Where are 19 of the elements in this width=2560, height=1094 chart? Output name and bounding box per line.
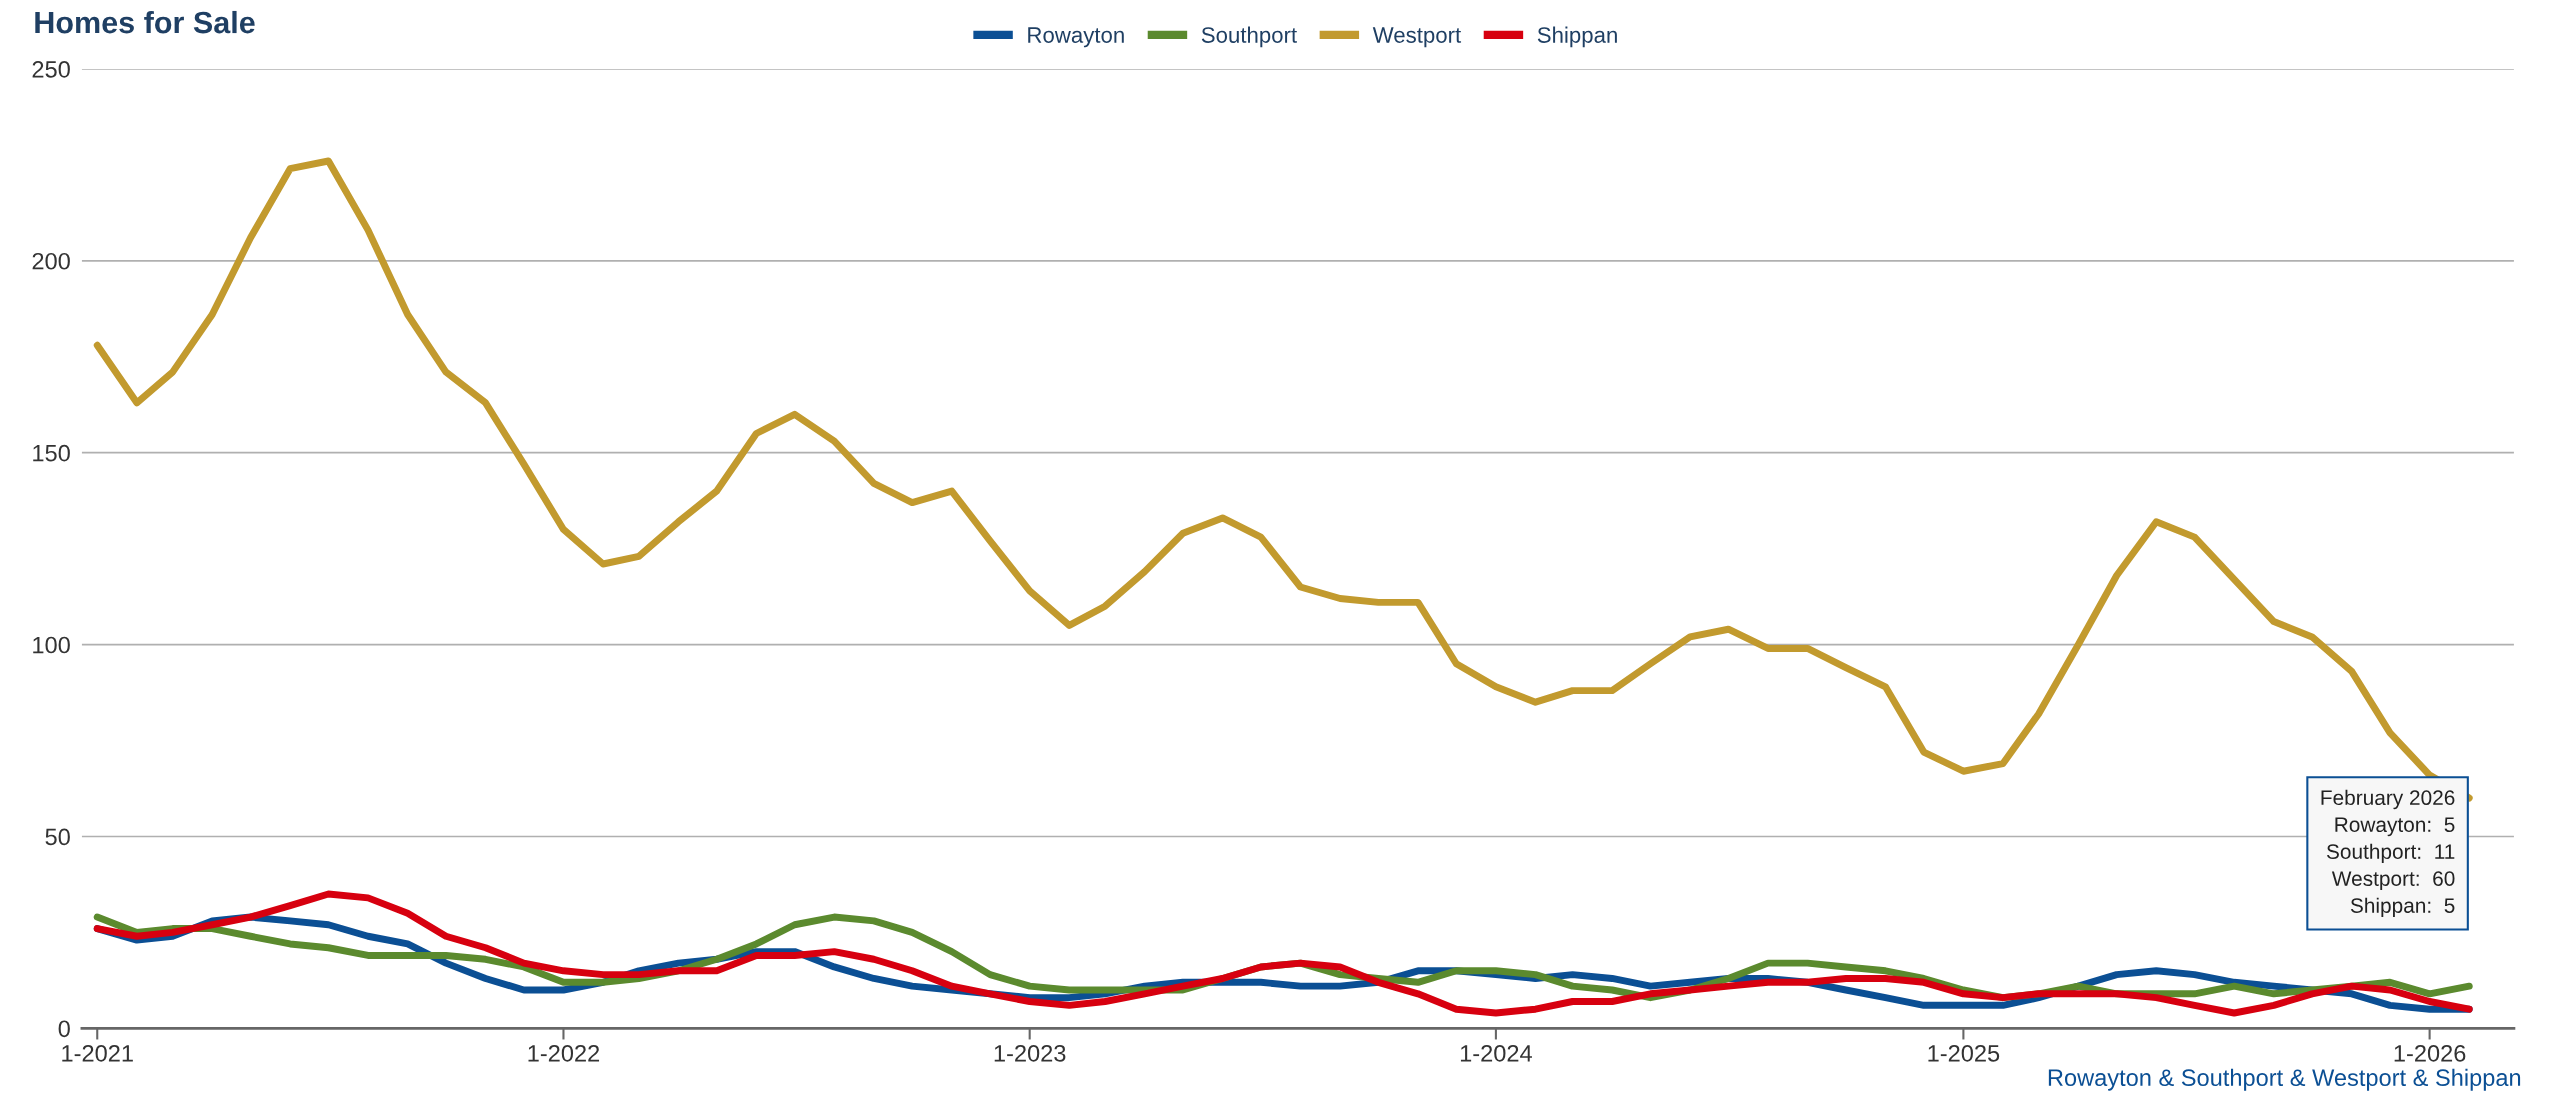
legend-label: Westport bbox=[1372, 27, 1462, 48]
annotation: February 2026 Rowayton: 5 Southport: 11 Westport: 60 Shippan: 5 bbox=[2321, 789, 2455, 918]
x-tick-label: 1-2022 bbox=[528, 1044, 600, 1062]
y-tick-label: 250 bbox=[32, 60, 70, 78]
legend-label: Shippan bbox=[1537, 26, 1617, 48]
y-tick-label: 50 bbox=[45, 828, 70, 846]
y-tick-label: 0 bbox=[58, 1020, 70, 1038]
x-tick-label: 1-2024 bbox=[1460, 1044, 1532, 1062]
x-tick-label: 1-2021 bbox=[62, 1044, 133, 1062]
x-tick-label: 1-2026 bbox=[2394, 1044, 2466, 1062]
y-tick-label: 150 bbox=[33, 444, 70, 462]
legend-label: Rowayton bbox=[1028, 27, 1124, 48]
y-tick-label: 100 bbox=[33, 636, 70, 654]
x-tick-label: 1-2023 bbox=[994, 1044, 1066, 1062]
y-tick-label: 200 bbox=[32, 252, 70, 270]
legend-label: Southport bbox=[1201, 26, 1297, 48]
x-tick-label: 1-2025 bbox=[1928, 1044, 2000, 1062]
text: Rowayton & Southport & Westport & Shippan bbox=[2048, 1068, 2521, 1091]
chart-title: Homes for Sale bbox=[35, 10, 255, 34]
